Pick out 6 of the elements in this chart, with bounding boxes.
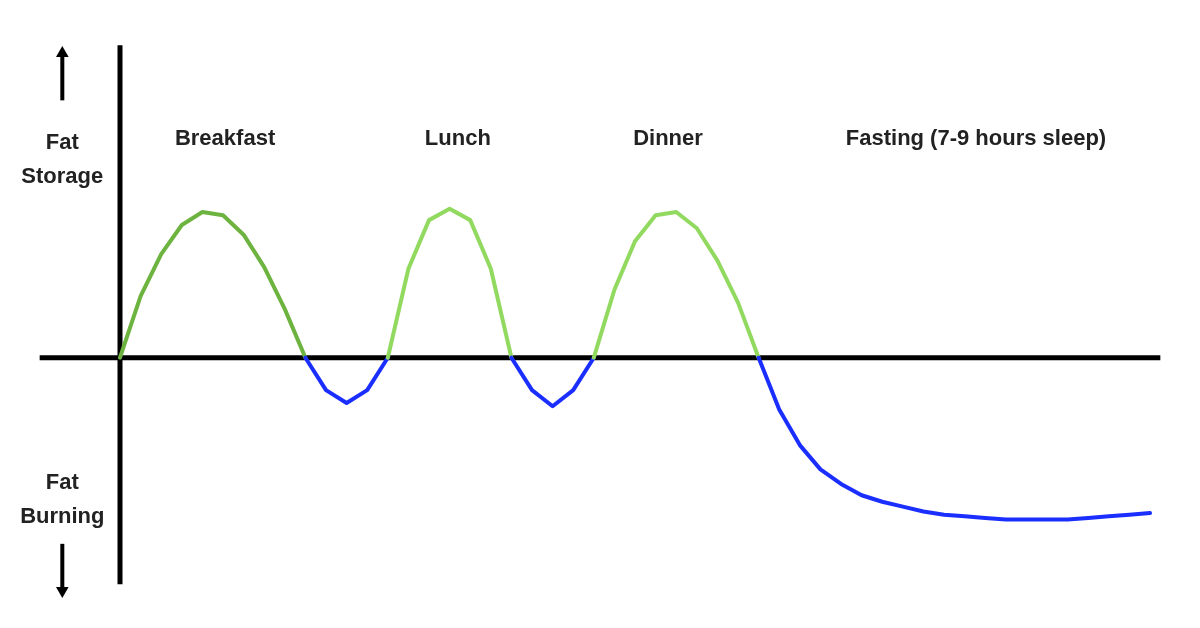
text: Lunch xyxy=(424,124,491,150)
text: Fasting (7-9 hours sleep) xyxy=(845,124,1107,150)
text: Fat Burning xyxy=(20,469,105,529)
text: Fat Storage xyxy=(21,129,104,189)
text: Dinner xyxy=(633,124,704,150)
text: Breakfast xyxy=(174,124,276,150)
